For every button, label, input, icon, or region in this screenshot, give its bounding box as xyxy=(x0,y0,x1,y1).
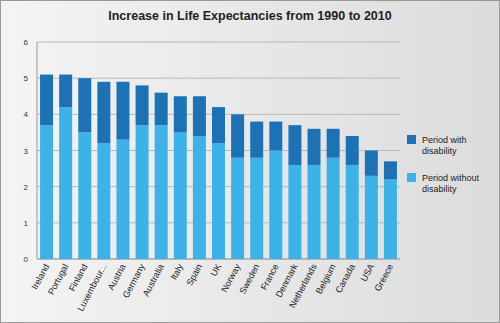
bar xyxy=(327,129,340,158)
bar xyxy=(346,136,359,165)
bar xyxy=(365,176,378,259)
x-tick-label: Spain xyxy=(185,262,205,287)
bar xyxy=(59,75,72,108)
y-tick-label: 5 xyxy=(24,74,29,83)
grid-line xyxy=(37,42,400,43)
bar xyxy=(288,125,301,165)
bar xyxy=(78,132,91,259)
bar xyxy=(212,107,225,143)
bar xyxy=(193,96,206,136)
background xyxy=(1,1,500,323)
y-tick-label: 0 xyxy=(24,255,29,264)
x-tick-label: Australia xyxy=(141,262,166,298)
legend-label-line: Period without xyxy=(422,173,480,183)
bar xyxy=(384,179,397,259)
legend-label: Period withdisability xyxy=(422,135,467,156)
title: Increase in Life Expectancies from 1990 … xyxy=(108,9,392,23)
bar xyxy=(136,125,149,259)
bar xyxy=(269,122,282,151)
bar xyxy=(327,158,340,259)
bar xyxy=(250,122,263,158)
bar xyxy=(136,85,149,125)
bars xyxy=(40,75,397,259)
bar xyxy=(78,78,91,132)
bar xyxy=(97,82,110,143)
bar xyxy=(116,82,129,140)
x-tick-label: USA xyxy=(359,262,377,283)
y-tick-label: 1 xyxy=(24,219,29,228)
x-tick-label: Netherlands xyxy=(287,262,319,310)
bar xyxy=(40,125,53,259)
legend-label-line: Period with xyxy=(422,135,467,145)
x-tick-label: Sweden xyxy=(237,262,261,295)
y-tick-label: 3 xyxy=(24,147,29,156)
legend-label-line: disability xyxy=(422,184,457,194)
y-tick-label: 6 xyxy=(24,38,29,47)
bar xyxy=(40,75,53,126)
bar xyxy=(212,143,225,259)
bar xyxy=(155,125,168,259)
bar xyxy=(308,129,321,165)
legend-swatch xyxy=(407,173,416,182)
bar xyxy=(250,158,263,259)
x-tick-label: Portugal xyxy=(46,262,71,296)
chart: Increase in Life Expectancies from 1990 … xyxy=(0,0,500,323)
bar xyxy=(346,165,359,259)
bar xyxy=(231,158,244,259)
bar xyxy=(269,151,282,260)
bar xyxy=(97,143,110,259)
x-tick-label: Italy xyxy=(168,262,185,282)
y-axis xyxy=(37,42,38,259)
y-tick-label: 2 xyxy=(24,183,29,192)
x-tick-label: UK xyxy=(209,262,224,278)
grid-line xyxy=(37,78,400,79)
x-tick-label: Canada xyxy=(333,262,357,295)
bar xyxy=(59,107,72,259)
y-tick-label: 4 xyxy=(24,110,29,119)
bar xyxy=(384,161,397,179)
bar xyxy=(116,140,129,259)
legend-label: Period withoutdisability xyxy=(422,173,480,194)
legend-swatch xyxy=(407,135,416,144)
bar xyxy=(231,114,244,157)
bar xyxy=(308,165,321,259)
bar xyxy=(288,165,301,259)
bar xyxy=(174,96,187,132)
legend-label-line: disability xyxy=(422,146,457,156)
x-tick-label: Greece xyxy=(373,262,396,293)
x-tick-label: Luxembour... xyxy=(75,262,108,313)
bar xyxy=(155,93,168,126)
bar xyxy=(193,136,206,259)
bar xyxy=(174,132,187,259)
bar xyxy=(365,151,378,176)
